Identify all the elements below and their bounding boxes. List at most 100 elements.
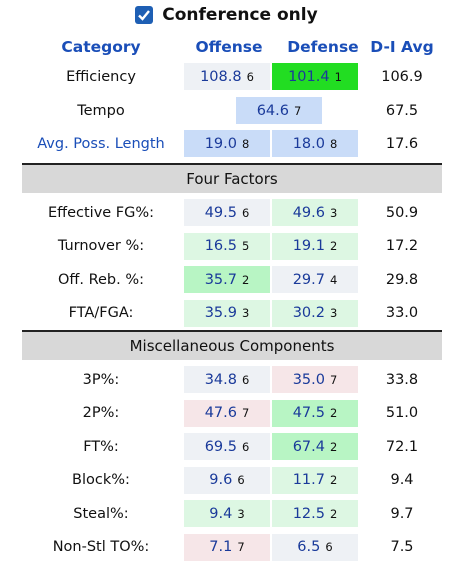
defense-value[interactable]: 19.1 2 (272, 232, 358, 260)
tempo-value[interactable]: 64.6 7 (236, 97, 322, 124)
rank-text: 6 (241, 205, 250, 220)
offense-value[interactable]: 35.7 2 (184, 266, 270, 293)
value-text: 101.4 (288, 68, 330, 85)
d1-avg-value: 17.2 (385, 238, 419, 254)
rank-text: 2 (329, 406, 338, 420)
value-text: 49.6 (292, 204, 325, 221)
value-text: 9.6 (209, 472, 233, 488)
d1-avg-value: 51.0 (385, 405, 419, 421)
defense-value[interactable]: 47.5 2 (272, 399, 358, 427)
d1-avg-value: 9.7 (390, 505, 414, 522)
d1-avg-value: 67.5 (385, 102, 419, 119)
table-header: Category Offense Defense D-I Avg (22, 34, 442, 60)
rank-text: 3 (241, 306, 250, 320)
header-defense[interactable]: Defense (287, 38, 359, 56)
rank-text: 2 (329, 239, 338, 253)
row-label: Steal%: (73, 505, 129, 522)
table-row-effective-fg: Effective FG%: 49.5 6 49.6 3 50.9 (22, 196, 442, 229)
value-text: 29.7 (292, 271, 325, 288)
table-row-turnover: Turnover %: 16.5 5 19.1 2 17.2 (22, 230, 442, 263)
offense-value[interactable]: 108.8 6 (184, 63, 270, 90)
value-text: 7.1 (209, 539, 233, 555)
d1-avg-value: 29.8 (385, 271, 419, 288)
defense-value[interactable]: 30.2 3 (272, 299, 358, 327)
header-d1-avg[interactable]: D-I Avg (370, 38, 434, 56)
rank-text: 6 (241, 372, 250, 387)
table-row-non-stl-to: Non-Stl TO%: 7.1 7 6.5 6 7.5 (22, 531, 442, 564)
header-offense[interactable]: Offense (195, 38, 263, 56)
value-text: 34.8 (204, 371, 237, 388)
rank-text: 7 (237, 540, 245, 554)
rank-text: 7 (293, 103, 302, 118)
offense-value[interactable]: 9.6 6 (184, 466, 270, 494)
row-label: Block%: (72, 472, 130, 488)
value-text: 35.9 (204, 305, 237, 321)
offense-value[interactable]: 16.5 5 (184, 232, 270, 260)
conference-only-label: Conference only (162, 5, 318, 25)
value-text: 12.5 (292, 505, 325, 522)
rank-text: 2 (329, 506, 338, 521)
value-text: 35.0 (292, 371, 325, 388)
row-label: 3P%: (82, 371, 120, 388)
row-label: Turnover %: (57, 238, 145, 254)
value-text: 67.4 (292, 438, 325, 455)
section-header-misc-components: Miscellaneous Components (22, 330, 442, 360)
rank-text: 8 (329, 136, 338, 151)
conference-only-toggle[interactable]: Conference only (0, 0, 453, 30)
d1-avg-value: 33.0 (385, 305, 419, 321)
rank-text: 6 (237, 473, 245, 487)
table-row-3p: 3P%: 34.8 6 35.0 7 33.8 (22, 363, 442, 396)
table-row-off-reb: Off. Reb. %: 35.7 2 29.7 4 29.8 (22, 263, 442, 296)
offense-value[interactable]: 9.4 3 (184, 500, 270, 527)
value-text: 47.5 (292, 405, 325, 421)
value-text: 64.6 (256, 102, 289, 119)
rank-text: 8 (241, 136, 250, 151)
table-row-tempo: Tempo 64.6 7 67.5 (22, 94, 442, 127)
value-text: 35.7 (204, 271, 237, 288)
row-label: FTA/FGA: (68, 305, 134, 321)
value-text: 6.5 (297, 539, 321, 555)
row-label: Tempo (77, 102, 125, 119)
value-text: 49.5 (204, 204, 237, 221)
rank-text: 6 (246, 69, 254, 84)
offense-value[interactable]: 35.9 3 (184, 299, 270, 327)
value-text: 16.5 (204, 238, 237, 254)
defense-value[interactable]: 11.7 2 (272, 466, 358, 494)
defense-value[interactable]: 12.5 2 (272, 500, 358, 527)
offense-value[interactable]: 47.6 7 (184, 399, 270, 427)
defense-value[interactable]: 18.0 8 (272, 130, 358, 157)
defense-value[interactable]: 29.7 4 (272, 266, 358, 293)
offense-value[interactable]: 49.5 6 (184, 199, 270, 226)
offense-value[interactable]: 34.8 6 (184, 366, 270, 393)
d1-avg-value: 9.4 (390, 472, 414, 488)
row-label: Efficiency (66, 68, 136, 85)
value-text: 19.1 (292, 238, 325, 254)
rank-text: 2 (329, 439, 338, 454)
value-text: 47.6 (204, 405, 237, 421)
offense-value[interactable]: 7.1 7 (184, 533, 270, 561)
offense-value[interactable]: 19.0 8 (184, 130, 270, 157)
defense-value[interactable]: 49.6 3 (272, 199, 358, 226)
row-label: Effective FG%: (47, 204, 155, 221)
row-label: 2P%: (82, 405, 120, 421)
table-row-ft: FT%: 69.5 6 67.4 2 72.1 (22, 430, 442, 463)
table-row-steal: Steal%: 9.4 3 12.5 2 9.7 (22, 497, 442, 530)
rank-text: 7 (241, 406, 250, 420)
d1-avg-value: 72.1 (385, 438, 419, 455)
value-text: 19.0 (204, 135, 237, 152)
value-text: 11.7 (292, 472, 325, 488)
defense-value[interactable]: 6.5 6 (272, 533, 358, 561)
defense-value[interactable]: 67.4 2 (272, 433, 358, 460)
row-label-link[interactable]: Avg. Poss. Length (37, 135, 165, 152)
rank-text: 3 (329, 205, 338, 220)
header-category[interactable]: Category (61, 38, 141, 56)
checkbox-checked-icon[interactable] (135, 6, 154, 24)
defense-value[interactable]: 101.4 1 (272, 63, 358, 90)
rank-text: 5 (241, 239, 250, 253)
d1-avg-value: 17.6 (385, 135, 419, 152)
row-label: Non-Stl TO%: (52, 539, 150, 555)
row-label: Off. Reb. %: (57, 271, 145, 288)
offense-value[interactable]: 69.5 6 (184, 433, 270, 460)
d1-avg-value: 33.8 (385, 371, 419, 388)
defense-value[interactable]: 35.0 7 (272, 366, 358, 393)
